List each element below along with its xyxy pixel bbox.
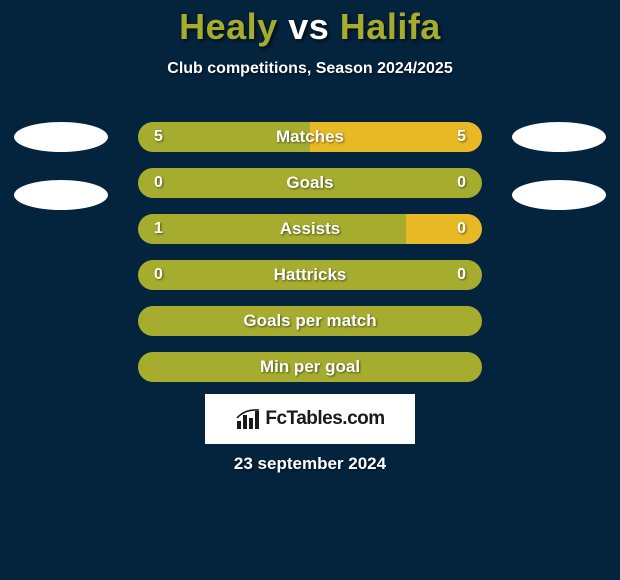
stat-value-left: 0 — [154, 266, 163, 284]
avatar-ellipse — [14, 180, 108, 210]
comparison-bars: 5 Matches 5 0 Goals 0 1 Assists 0 0 Hattricks 0 Goal… — [138, 122, 482, 382]
player1-name: Healy — [179, 6, 278, 47]
vs-separator: vs — [288, 6, 329, 47]
stat-value-right: 5 — [457, 128, 466, 146]
stat-value-right: 0 — [457, 266, 466, 284]
page-title: Healy vs Halifa — [0, 6, 620, 48]
stat-value-left: 5 — [154, 128, 163, 146]
bar-overlay: 0 Hattricks 0 — [138, 260, 482, 290]
stat-row: 5 Matches 5 — [138, 122, 482, 152]
stat-label: Goals per match — [243, 311, 376, 331]
title-block: Healy vs Halifa Club competitions, Seaso… — [0, 0, 620, 78]
stat-row: 1 Assists 0 — [138, 214, 482, 244]
stat-row: Min per goal — [138, 352, 482, 382]
subtitle: Club competitions, Season 2024/2025 — [0, 60, 620, 78]
bar-overlay: Goals per match — [138, 306, 482, 336]
stat-row: 0 Hattricks 0 — [138, 260, 482, 290]
stat-label: Hattricks — [274, 265, 347, 285]
bar-overlay: 0 Goals 0 — [138, 168, 482, 198]
logo-text: FcTables.com — [265, 408, 384, 430]
bar-overlay: 5 Matches 5 — [138, 122, 482, 152]
avatar-ellipse — [512, 180, 606, 210]
stat-label: Goals — [286, 173, 333, 193]
bar-overlay: Min per goal — [138, 352, 482, 382]
stat-row: Goals per match — [138, 306, 482, 336]
stat-value-left: 1 — [154, 220, 163, 238]
stat-label: Assists — [280, 219, 340, 239]
date-line: 23 september 2024 — [0, 454, 620, 474]
bar-overlay: 1 Assists 0 — [138, 214, 482, 244]
player2-name: Halifa — [340, 6, 441, 47]
stat-value-right: 0 — [457, 220, 466, 238]
stat-label: Min per goal — [260, 357, 360, 377]
chart-bars-icon — [235, 407, 263, 431]
stat-value-left: 0 — [154, 174, 163, 192]
left-ellipse-group — [14, 122, 108, 210]
stat-label: Matches — [276, 127, 344, 147]
stat-value-right: 0 — [457, 174, 466, 192]
right-ellipse-group — [512, 122, 606, 210]
avatar-ellipse — [512, 122, 606, 152]
stat-row: 0 Goals 0 — [138, 168, 482, 198]
logo-badge: FcTables.com — [205, 394, 415, 444]
avatar-ellipse — [14, 122, 108, 152]
